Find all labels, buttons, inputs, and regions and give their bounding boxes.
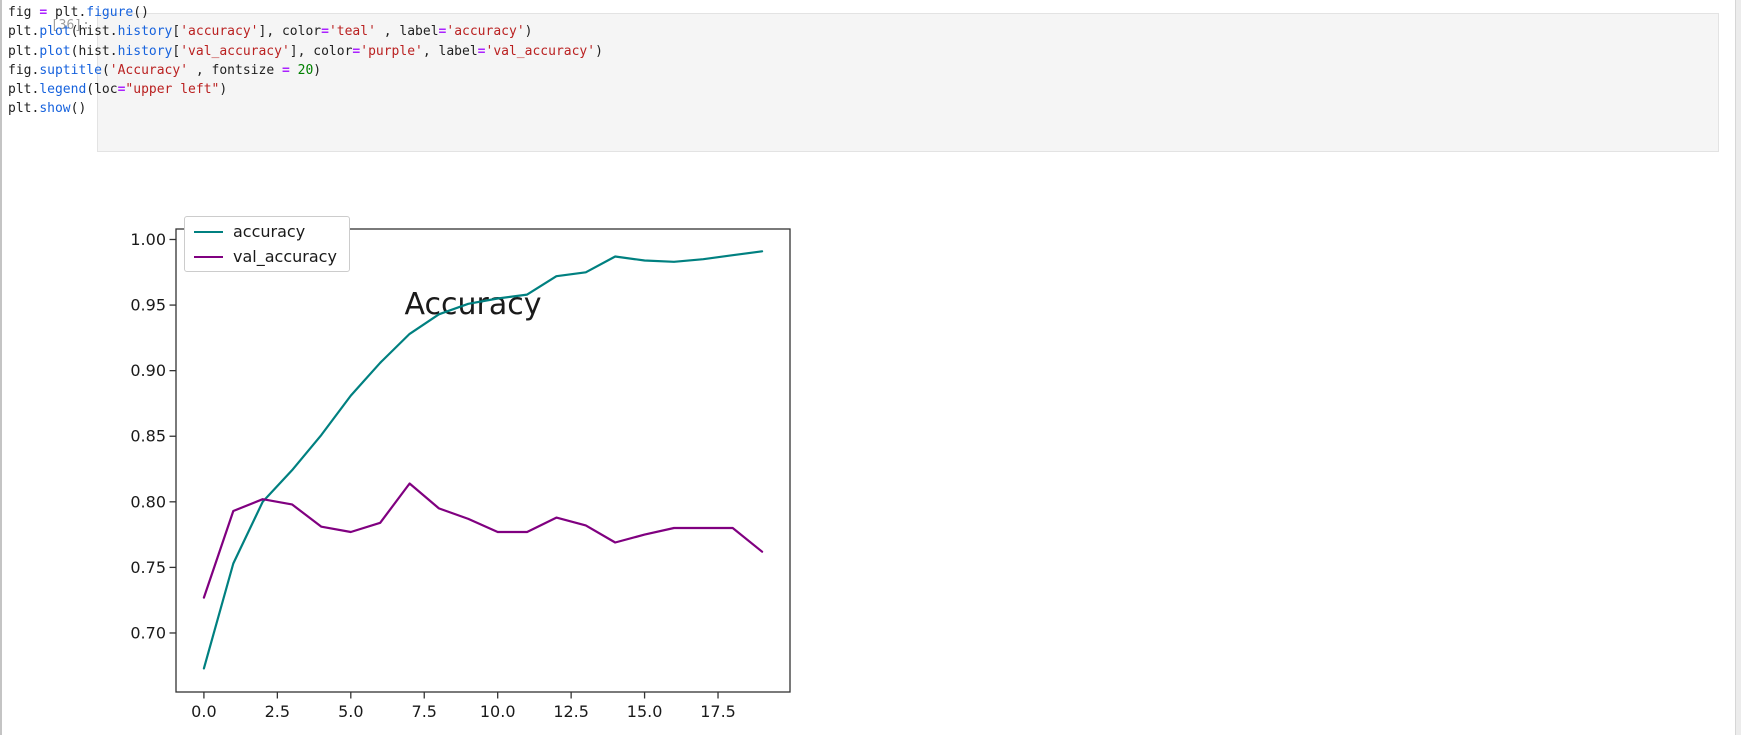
axes-frame: [175, 228, 791, 693]
x-tick-label: 12.5: [553, 702, 589, 721]
legend-entry: val_accuracy: [194, 244, 337, 269]
y-tick-label: 0.70: [130, 623, 166, 642]
code-editor[interactable]: fig = plt.figure() plt.plot(hist.history[…: [8, 3, 603, 119]
figure-output: Accuracy: [0, 140, 900, 735]
code-token: plt.: [8, 101, 40, 117]
code-token: ): [524, 24, 533, 40]
x-tick-label: 10.0: [480, 702, 516, 721]
code-token: [: [172, 24, 181, 40]
cell-execution-count: [36]:: [50, 18, 90, 33]
code-token: =: [352, 43, 361, 59]
code-token: (): [70, 101, 87, 117]
code-token: =: [39, 5, 48, 20]
legend-label: accuracy: [233, 222, 306, 241]
code-token: history: [117, 24, 173, 40]
legend-line-swatch: [194, 230, 223, 233]
code-token: show: [39, 101, 71, 117]
code-token: 'val_accuracy': [180, 43, 290, 59]
code-token: plot: [39, 24, 71, 40]
code-token: ], color: [289, 43, 353, 59]
legend-entry: accuracy: [194, 219, 337, 244]
code-token: 'accuracy': [446, 24, 525, 40]
code-token: ): [595, 43, 603, 59]
code-token: (hist.: [70, 43, 118, 59]
code-token: =: [321, 24, 329, 40]
vertical-scrollbar[interactable]: [1735, 0, 1741, 735]
y-tick-label: 0.95: [130, 296, 166, 315]
x-tick-label: 0.0: [191, 702, 216, 721]
series-line-val_accuracy: [202, 482, 764, 599]
y-tick-label: 0.90: [130, 361, 166, 380]
x-tick-label: 7.5: [412, 702, 437, 721]
code-token: "upper left": [125, 82, 220, 98]
legend-label: val_accuracy: [233, 247, 337, 266]
x-tick-label: 2.5: [265, 702, 290, 721]
code-token: 'val_accuracy': [485, 43, 596, 59]
code-token: 'accuracy': [180, 24, 259, 40]
y-tick-label: 0.80: [130, 492, 166, 511]
code-token: history: [117, 43, 173, 59]
code-line: plt.legend(loc="upper left"): [8, 80, 603, 99]
code-token: , label: [422, 43, 478, 59]
code-token: =: [438, 24, 447, 40]
code-token: [: [172, 43, 181, 59]
code-token: (hist.: [70, 24, 118, 40]
code-token: legend: [39, 82, 87, 98]
code-line: fig = plt.figure(): [8, 3, 603, 22]
code-token: =: [117, 82, 126, 98]
code-token: =: [477, 43, 486, 59]
code-token: (: [101, 62, 110, 78]
y-tick-label: 0.75: [130, 558, 166, 577]
code-line: fig.suptitle('Accuracy' , fontsize = 20): [8, 61, 603, 80]
code-token: (): [133, 5, 149, 20]
code-token: ): [313, 62, 322, 78]
code-line: plt.show(): [8, 99, 603, 118]
chart-title: Accuracy: [404, 287, 542, 322]
chart-plot-area: 0.70 0.75 0.80 0.85 0.90 0.95 1.00 0.0 2.5 5.0 7.5…: [130, 228, 791, 721]
code-token: =: [281, 62, 290, 78]
code-token: 'Accuracy': [109, 62, 189, 78]
y-tick-label: 0.85: [130, 427, 166, 446]
code-token: 'teal': [328, 24, 376, 40]
code-token: plt.: [8, 82, 40, 98]
code-token: ], color: [258, 24, 322, 40]
code-token: plt.: [47, 5, 87, 20]
code-token: 'purple': [360, 43, 423, 59]
code-token: fig: [8, 5, 40, 20]
code-token: (loc: [86, 82, 118, 98]
series-line-accuracy: [202, 250, 764, 670]
code-token: plt.: [8, 24, 40, 40]
code-token: 20: [297, 62, 314, 78]
x-tick-label: 17.5: [700, 702, 736, 721]
code-token: plt.: [8, 43, 40, 59]
y-tick-label: 1.00: [130, 230, 166, 249]
code-line: plt.plot(hist.history['val_accuracy'], c…: [8, 42, 603, 61]
chart-legend: accuracy val_accuracy: [184, 216, 350, 272]
code-token: plot: [39, 43, 71, 59]
code-token: suptitle: [39, 62, 102, 78]
code-line: plt.plot(hist.history['accuracy'], color…: [8, 22, 603, 41]
code-token: figure: [86, 5, 134, 20]
code-token: [290, 63, 298, 78]
code-cell[interactable]: [97, 13, 1719, 152]
code-token: , label: [375, 24, 439, 40]
x-tick-label: 5.0: [338, 702, 363, 721]
code-token: , fontsize: [188, 62, 282, 78]
x-tick-label: 15.0: [627, 702, 663, 721]
code-token: fig.: [8, 62, 40, 78]
legend-line-swatch: [194, 255, 223, 258]
code-token: ): [219, 82, 228, 98]
panel-left-border: [0, 0, 2, 735]
